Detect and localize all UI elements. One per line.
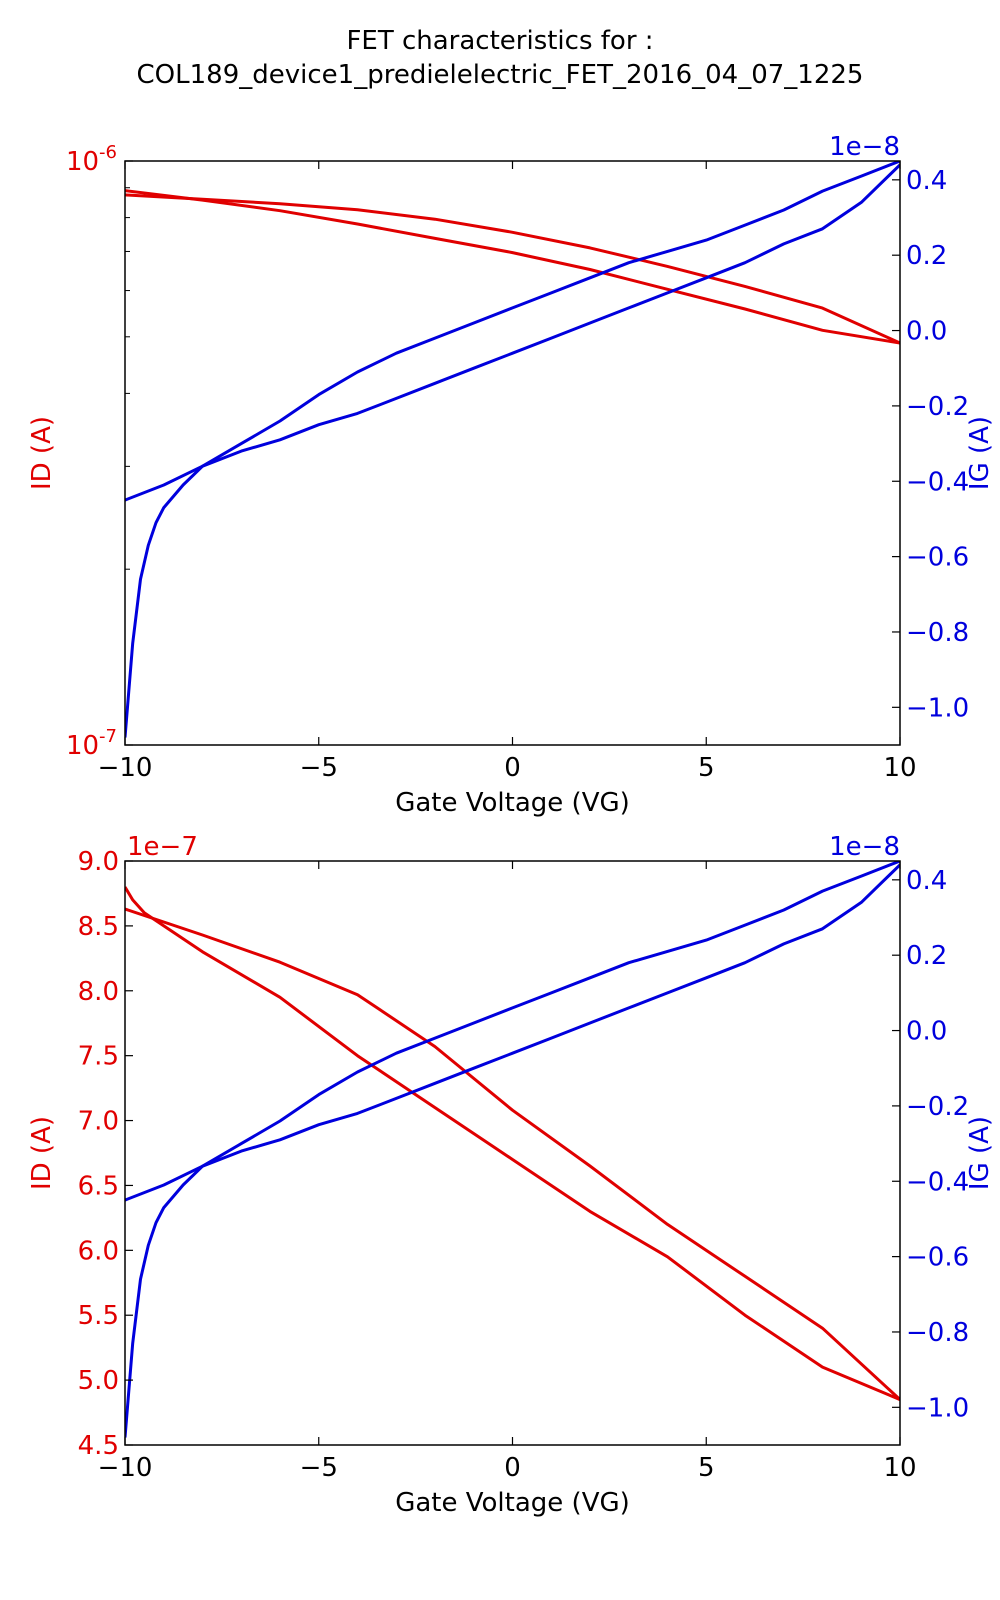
y2-tick-label: 0.2 xyxy=(906,941,947,971)
id-series-line-2 xyxy=(125,193,900,345)
id-series-line-1 xyxy=(125,189,900,345)
ig-series-line-4 xyxy=(125,161,900,502)
y-tick-label: 7.5 xyxy=(78,1042,119,1072)
y-tick-label: 10-7 xyxy=(66,726,117,761)
y2-offset-label: 1e−8 xyxy=(829,132,900,162)
x-tick-label: 10 xyxy=(883,1453,916,1483)
chart-panel-1: −10 −5 0 5 10 Gate Voltage (VG) 10-6 10-7 ID (A)… xyxy=(27,132,995,818)
y-tick-label: 7.0 xyxy=(78,1107,119,1137)
chart-panel-2: −10 −5 0 5 10 Gate Voltage (VG) 9.0 8.5 8.0 7.5 7.… xyxy=(27,832,995,1518)
x-tick-label: −10 xyxy=(98,753,153,783)
y2-tick-label: −0.6 xyxy=(906,543,969,573)
x-tick-label: −5 xyxy=(300,753,338,783)
plot-frame xyxy=(124,160,901,746)
y2-tick-label: 0.4 xyxy=(906,866,947,896)
figure-title-line-1: FET characteristics for : xyxy=(346,26,654,56)
y2-tick-label: 0.0 xyxy=(906,1017,947,1047)
y2-offset-label: 1e−8 xyxy=(829,832,900,862)
y2-tick-label: −0.2 xyxy=(906,392,969,422)
id-series-line-1 xyxy=(125,886,900,1401)
y-tick-label: 10-6 xyxy=(66,142,117,177)
y-axis-label: ID (A) xyxy=(27,416,57,490)
y2-tick-label: 0.0 xyxy=(906,317,947,347)
y2-axis-label: IG (A) xyxy=(965,416,995,490)
y-offset-label: 1e−7 xyxy=(127,832,198,862)
y2-tick-label: 0.2 xyxy=(906,241,947,271)
y2-tick-label: −0.4 xyxy=(906,467,969,497)
y2-axis-label: IG (A) xyxy=(965,1116,995,1190)
y-tick-label: 8.5 xyxy=(78,912,119,942)
y-axis-label: ID (A) xyxy=(27,1116,57,1190)
ig-series-line-3 xyxy=(125,863,900,1438)
y-tick-label: 6.0 xyxy=(78,1236,119,1266)
ig-series-line-3 xyxy=(125,163,900,738)
y2-tick-label: −0.8 xyxy=(906,618,969,648)
x-tick-label: −5 xyxy=(300,1453,338,1483)
y2-tick-label: −0.2 xyxy=(906,1092,969,1122)
y2-tick-label: −0.8 xyxy=(906,1318,969,1348)
ig-series-line-4 xyxy=(125,861,900,1202)
x-tick-label: 10 xyxy=(883,753,916,783)
x-tick-label: 0 xyxy=(504,1453,521,1483)
id-series-line-2 xyxy=(125,907,900,1401)
x-tick-label: −10 xyxy=(98,1453,153,1483)
y-tick-label: 8.0 xyxy=(78,977,119,1007)
x-tick-label: 5 xyxy=(698,753,715,783)
y2-tick-label: −1.0 xyxy=(906,693,969,723)
y-tick-label: 5.5 xyxy=(78,1301,119,1331)
y2-tick-label: −1.0 xyxy=(906,1393,969,1423)
y-tick-label: 6.5 xyxy=(78,1171,119,1201)
y-tick-label: 9.0 xyxy=(78,847,119,877)
x-axis-label: Gate Voltage (VG) xyxy=(395,1488,630,1518)
figure-title-line-2: COL189_device1_predielelectric_FET_2016_… xyxy=(136,60,864,90)
y2-tick-label: −0.4 xyxy=(906,1167,969,1197)
x-tick-label: 5 xyxy=(698,1453,715,1483)
x-tick-label: 0 xyxy=(504,753,521,783)
x-axis-label: Gate Voltage (VG) xyxy=(395,788,630,818)
y-tick-label: 5.0 xyxy=(78,1366,119,1396)
y2-tick-label: 0.4 xyxy=(906,166,947,196)
y-tick-label: 4.5 xyxy=(78,1431,119,1461)
y2-tick-label: −0.6 xyxy=(906,1243,969,1273)
